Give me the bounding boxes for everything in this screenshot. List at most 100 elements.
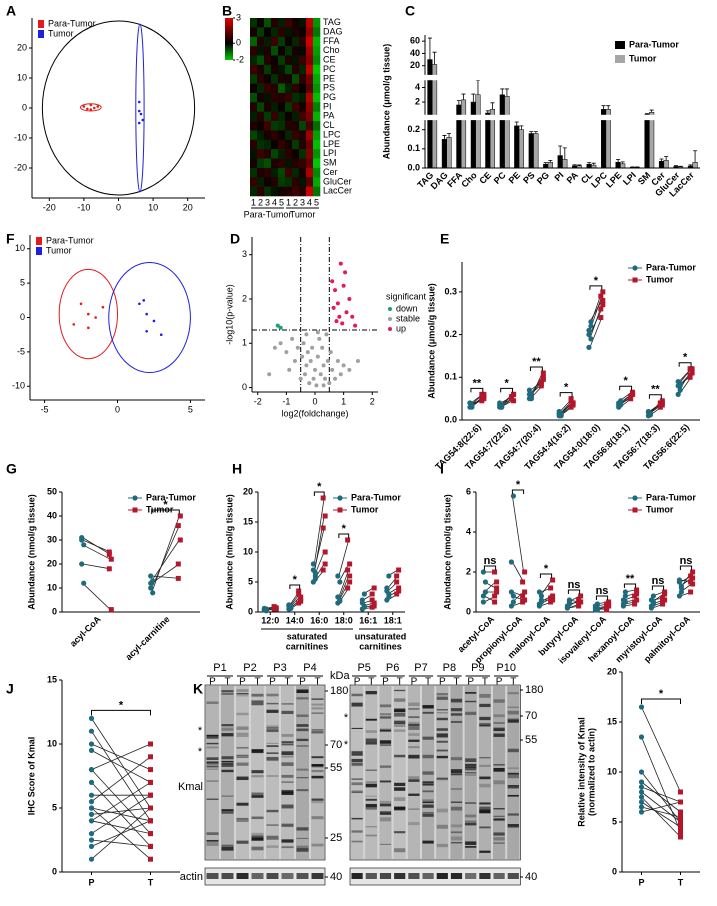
data-point xyxy=(396,585,402,591)
data-point xyxy=(650,599,657,605)
data-point xyxy=(499,404,505,410)
legend-swatch xyxy=(38,20,44,28)
data-point xyxy=(678,834,683,840)
y-axis-label: Abundance (μmol/g tissue) xyxy=(381,44,391,160)
error-bar xyxy=(432,51,437,65)
band xyxy=(266,756,279,761)
heatmap-cell xyxy=(313,27,321,38)
heatmap-cell xyxy=(285,92,293,103)
data-point xyxy=(479,391,485,397)
band xyxy=(465,766,477,771)
band xyxy=(394,831,406,834)
heatmap-cell xyxy=(278,74,286,84)
significance-bracket xyxy=(678,362,692,367)
data-point xyxy=(361,604,367,610)
significance-label: * xyxy=(659,688,664,700)
heatmap-cell xyxy=(292,186,300,197)
heatmap-cell xyxy=(271,55,279,66)
band xyxy=(221,844,234,847)
band xyxy=(221,733,234,737)
band xyxy=(296,789,309,792)
data-point xyxy=(88,805,95,811)
pair-line xyxy=(82,563,111,570)
data-point xyxy=(509,396,515,402)
heatmap-cell xyxy=(250,102,258,112)
band xyxy=(311,764,324,768)
data-point xyxy=(96,105,100,108)
y-tick-label: 20 xyxy=(243,486,253,496)
band xyxy=(365,730,377,733)
heatmap-cell xyxy=(278,121,286,131)
band xyxy=(507,824,519,827)
lane xyxy=(236,686,249,859)
band xyxy=(206,768,219,770)
y-tick-label: 5 xyxy=(248,576,253,586)
band xyxy=(493,699,505,703)
band xyxy=(465,802,477,804)
data-point xyxy=(148,831,153,837)
significance-label: * xyxy=(293,574,298,586)
data-point xyxy=(92,106,96,110)
heatmap-cell xyxy=(250,83,258,94)
band xyxy=(296,848,309,852)
pair-line xyxy=(338,539,350,577)
data-point xyxy=(688,579,694,585)
row-label: CL xyxy=(323,120,335,130)
data-point xyxy=(341,283,346,288)
data-point xyxy=(322,513,328,519)
band xyxy=(379,744,392,746)
marker-label: 55 xyxy=(330,762,342,774)
column-label: 2 xyxy=(258,197,263,207)
y-tick-label: 3 xyxy=(242,249,247,259)
band xyxy=(465,846,477,848)
data-point xyxy=(108,556,114,562)
lane-label: P xyxy=(496,677,503,688)
data-point xyxy=(81,542,87,548)
heatmap-cell xyxy=(299,158,307,169)
column-label: 3 xyxy=(265,197,270,207)
band xyxy=(465,691,477,694)
marker-label: 70 xyxy=(525,710,537,722)
significance-label: ** xyxy=(473,377,482,389)
data-point xyxy=(492,593,498,599)
bar xyxy=(441,139,447,169)
actin-band xyxy=(450,873,463,879)
data-point xyxy=(321,383,326,388)
lane-label: P xyxy=(467,677,474,688)
x-tick-label: PC xyxy=(492,170,508,186)
y-tick-label: 0.0 xyxy=(444,414,457,424)
heatmap-cell xyxy=(313,46,321,56)
significance-label: * xyxy=(163,499,168,511)
band xyxy=(236,756,249,758)
band xyxy=(296,724,309,727)
band xyxy=(251,701,264,706)
heatmap-cell xyxy=(250,46,258,56)
band xyxy=(436,749,448,752)
data-point xyxy=(494,589,500,595)
significance-label: ns xyxy=(652,575,665,587)
band xyxy=(394,782,406,787)
band xyxy=(365,803,377,805)
data-point xyxy=(177,537,183,543)
y-tick-label: 0 xyxy=(248,606,253,616)
data-point xyxy=(678,809,683,815)
heatmap-cell xyxy=(292,121,300,131)
band xyxy=(206,761,219,764)
heatmap-cell xyxy=(292,158,300,169)
data-point xyxy=(148,843,153,849)
legend-swatch xyxy=(388,327,392,331)
data-point xyxy=(386,573,392,579)
legend-label: Para-Tumor xyxy=(146,492,196,502)
band xyxy=(351,750,363,753)
legend-swatch xyxy=(38,30,44,38)
asterisk: * xyxy=(344,712,349,724)
band xyxy=(394,712,406,717)
heatmap-cell xyxy=(299,139,307,150)
band xyxy=(422,781,434,783)
significance-bracket xyxy=(500,387,514,393)
heatmap-cell xyxy=(292,167,300,178)
data-point xyxy=(638,704,645,710)
data-point xyxy=(141,118,145,122)
lane xyxy=(365,686,378,859)
band xyxy=(281,774,294,778)
